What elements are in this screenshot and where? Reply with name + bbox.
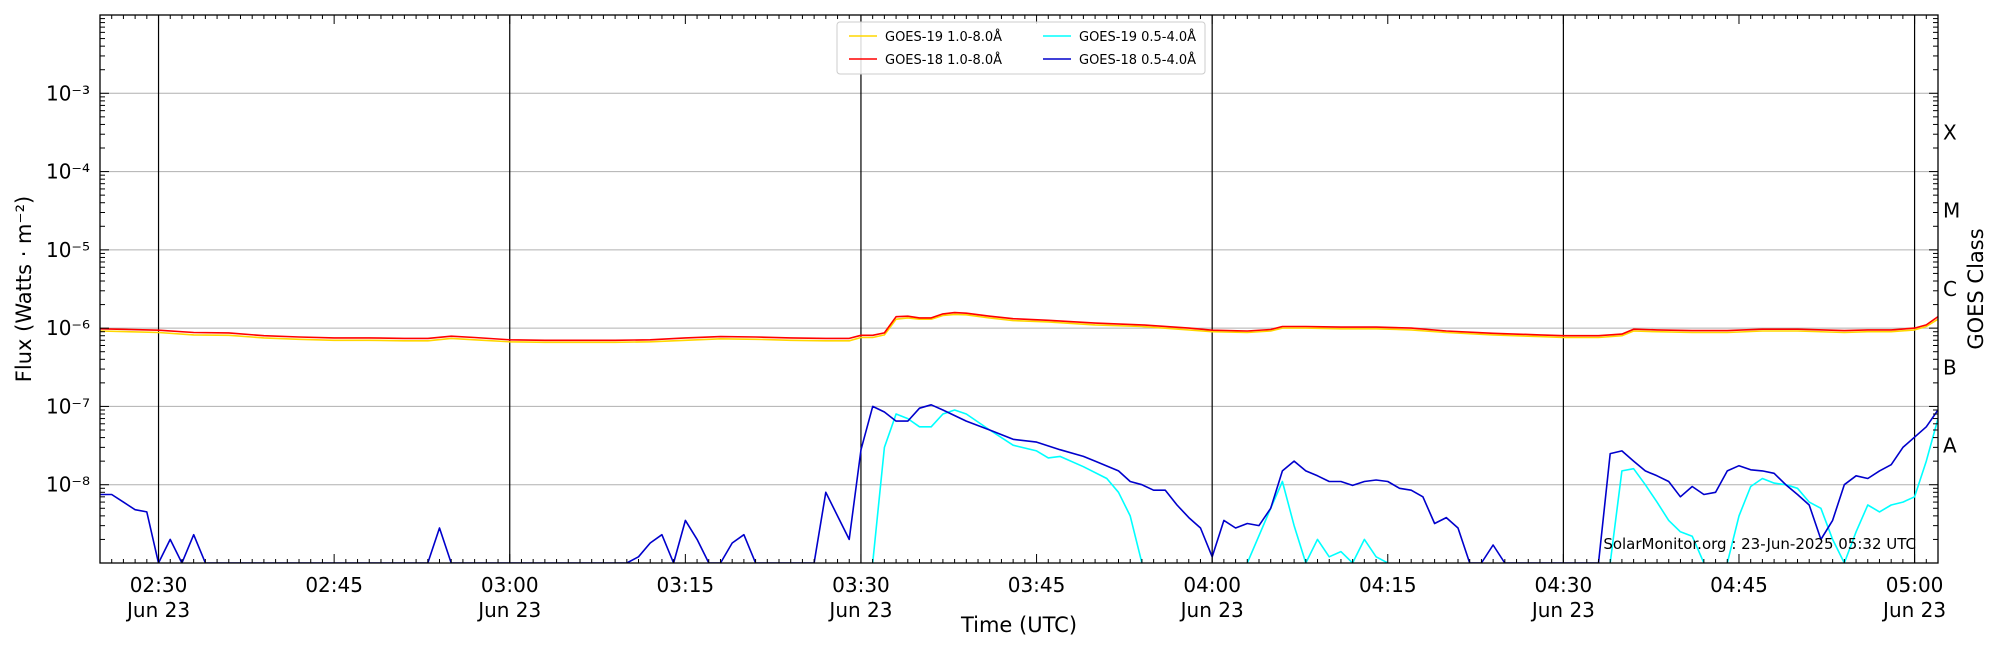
goes-class-letter: C xyxy=(1943,277,1957,301)
x-tick-label: 04:30 xyxy=(1535,573,1593,597)
legend-label: GOES-18 0.5-4.0Å xyxy=(1079,52,1196,68)
legend-box xyxy=(836,21,1206,75)
x-tick-date-label: Jun 23 xyxy=(1881,598,1946,622)
series-lines xyxy=(100,311,1938,563)
x-tick-label: 04:15 xyxy=(1359,573,1417,597)
goes-class-letter: X xyxy=(1943,120,1957,144)
x-tick-label: 03:15 xyxy=(657,573,715,597)
series-line xyxy=(1609,467,1705,563)
plot-frame xyxy=(99,14,1939,564)
x-tick-label: 04:00 xyxy=(1183,573,1241,597)
goes-class-axis-label: GOES Class xyxy=(1964,228,1988,349)
legend-label: GOES-19 1.0-8.0Å xyxy=(885,29,1002,45)
x-tick-label: 02:30 xyxy=(130,573,188,597)
y-tick-label: 10⁻³ xyxy=(46,81,90,105)
legend-label: GOES-18 1.0-8.0Å xyxy=(885,52,1002,68)
y-tick-label: 10⁻⁸ xyxy=(46,473,90,497)
x-tick-date-label: Jun 23 xyxy=(476,598,541,622)
x-tick-date-label: Jun 23 xyxy=(125,598,190,622)
goes-class-letter: A xyxy=(1943,434,1957,458)
x-tick-date-label: Jun 23 xyxy=(827,598,892,622)
legend-label: GOES-19 0.5-4.0Å xyxy=(1079,29,1196,45)
x-tick-date-label: Jun 23 xyxy=(1530,598,1595,622)
x-tick-label: 02:45 xyxy=(305,573,363,597)
minor-ticks xyxy=(99,15,1939,564)
x-tick-label: 03:30 xyxy=(832,573,890,597)
goes-class-letter: B xyxy=(1943,355,1957,379)
y-axis-ticks: 10⁻⁸ 10⁻⁷ 10⁻⁶ 10⁻⁵ 10⁻⁴ 10⁻³ xyxy=(46,81,90,496)
y-tick-label: 10⁻⁷ xyxy=(46,394,90,418)
x-axis-label: Time (UTC) xyxy=(960,613,1077,637)
x-tick-label: 04:45 xyxy=(1710,573,1768,597)
series-line xyxy=(100,403,1938,563)
series-line xyxy=(1726,418,1938,563)
y-axis-label: Flux (Watts · m⁻²) xyxy=(12,196,36,382)
y-tick-label: 10⁻⁶ xyxy=(46,316,90,340)
series-line xyxy=(1246,480,1389,563)
x-tick-date-label: Jun 23 xyxy=(1179,598,1244,622)
goes-class-letter: M xyxy=(1943,199,1960,223)
x-tick-label: 05:00 xyxy=(1886,573,1944,597)
x-tick-label: 03:45 xyxy=(1008,573,1066,597)
y-tick-label: 10⁻⁵ xyxy=(46,238,90,262)
x-tick-label: 03:00 xyxy=(481,573,539,597)
day-marker-lines xyxy=(157,15,1916,563)
series-line xyxy=(100,313,1938,344)
goes-class-labels: A B C M X xyxy=(1943,120,1960,457)
credit-text: SolarMonitor.org : 23-Jun-2025 05:32 UTC xyxy=(1603,535,1916,553)
series-line xyxy=(100,311,1938,342)
legend: GOES-19 1.0-8.0Å GOES-18 1.0-8.0Å GOES-19 … xyxy=(836,21,1206,75)
y-tick-label: 10⁻⁴ xyxy=(46,160,90,184)
